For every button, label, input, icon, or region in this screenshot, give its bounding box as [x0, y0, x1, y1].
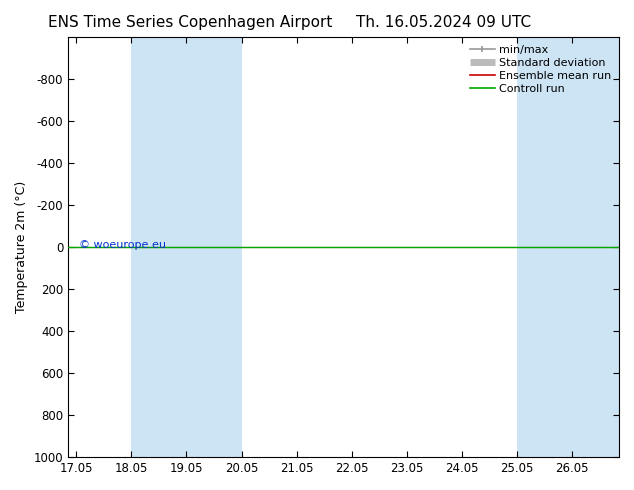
Bar — [517, 37, 619, 457]
Text: Th. 16.05.2024 09 UTC: Th. 16.05.2024 09 UTC — [356, 15, 531, 30]
Legend: min/max, Standard deviation, Ensemble mean run, Controll run: min/max, Standard deviation, Ensemble me… — [468, 43, 614, 96]
Text: ENS Time Series Copenhagen Airport: ENS Time Series Copenhagen Airport — [48, 15, 332, 30]
Bar — [131, 37, 242, 457]
Text: © woeurope.eu: © woeurope.eu — [79, 240, 166, 250]
Y-axis label: Temperature 2m (°C): Temperature 2m (°C) — [15, 181, 28, 313]
